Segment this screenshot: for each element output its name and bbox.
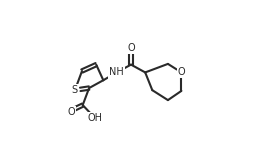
Text: O: O (178, 67, 185, 77)
Text: O: O (68, 107, 75, 117)
Text: O: O (127, 43, 135, 53)
Text: OH: OH (87, 113, 102, 123)
Text: NH: NH (110, 67, 124, 77)
Text: S: S (72, 85, 78, 95)
